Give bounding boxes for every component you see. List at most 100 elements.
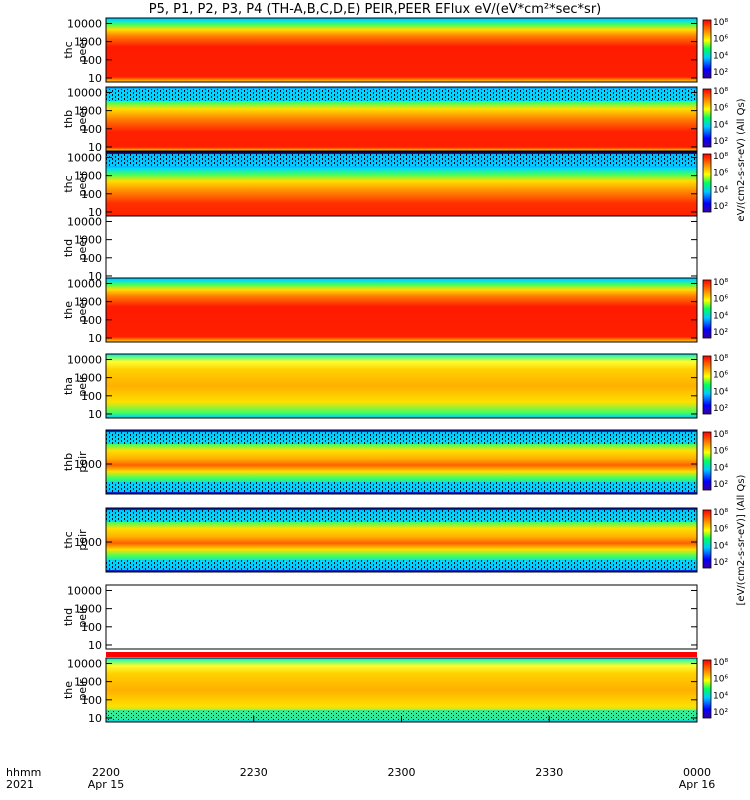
colorbar-tick-label: 10² xyxy=(713,202,728,212)
colorbar-tick-label: 10⁸ xyxy=(713,508,728,518)
y-tick-label: 100 xyxy=(81,123,102,136)
colorbar-tick-label: 10⁴ xyxy=(713,541,728,551)
colorbar-tick-label: 10⁴ xyxy=(713,120,728,130)
colorbar xyxy=(702,355,712,415)
y-tick-label: 100 xyxy=(81,314,102,327)
panel-thb-peer: 10 100 1000 10000 thb peer 10² 10⁴ 10⁶ 10⁸ xyxy=(62,86,728,154)
y-tick-label: 100 xyxy=(81,621,102,634)
y-tick-label: 100 xyxy=(81,694,102,707)
colorbar-tick-label: 10⁶ xyxy=(713,295,728,305)
colorbar-tick-label: 10² xyxy=(713,328,728,338)
panel-label-product: peir xyxy=(76,529,89,551)
panel-the-peer: 10 100 1000 10000 the peer 10² 10⁴ 10⁶ 10⁸ xyxy=(62,277,728,345)
y-tick-label: 1000 xyxy=(74,105,102,118)
panel-label-probe: the xyxy=(62,301,75,319)
colorbar-label-peer: eV/(cm2-s-sr-eV) (All Qs) xyxy=(736,98,747,221)
y-tick-label: 10 xyxy=(88,206,102,219)
y-tick-label: 10000 xyxy=(67,353,102,366)
panel-label-probe: tha xyxy=(62,377,75,395)
panel-frame xyxy=(105,353,698,419)
colorbar-tick-label: 10⁸ xyxy=(713,278,728,288)
panel-frame xyxy=(105,215,698,281)
y-tick-label: 100 xyxy=(81,54,102,67)
colorbar-label-peir: [eV/(cm2-s-sr-eV)] (All Qs) xyxy=(736,474,747,605)
y-tick-label: 10 xyxy=(88,639,102,652)
colorbar-tick-label: 10⁸ xyxy=(713,152,728,162)
colorbar xyxy=(702,431,712,491)
colorbar-tick-label: 10⁶ xyxy=(713,104,728,114)
colorbar xyxy=(702,153,712,213)
colorbar-tick-label: 10⁴ xyxy=(713,387,728,397)
colorbar-tick-label: 10² xyxy=(713,404,728,414)
x-tick-label-time: 0000 xyxy=(683,766,711,779)
y-tick-label: 10000 xyxy=(67,86,102,99)
figure-title: P5, P1, P2, P3, P4 (TH-A,B,C,D,E) PEIR,P… xyxy=(149,2,602,17)
panel-frame xyxy=(105,86,698,152)
y-tick-label: 1000 xyxy=(74,603,102,616)
panel-thd-peer: 10 100 1000 10000 thd peer xyxy=(62,215,698,288)
noise-band xyxy=(106,89,697,101)
panel-label-probe: thc xyxy=(62,41,75,58)
panel-label-probe: the xyxy=(62,681,75,699)
y-tick-label: 10000 xyxy=(67,17,102,30)
colorbar-tick-label: 10⁸ xyxy=(713,354,728,364)
colorbar-tick-label: 10⁸ xyxy=(713,430,728,440)
panel-label-product: peir xyxy=(76,679,89,701)
colorbar-tick-label: 10² xyxy=(713,68,728,78)
colorbar-tick-label: 10⁴ xyxy=(713,463,728,473)
y-tick-label: 10000 xyxy=(67,584,102,597)
panel-label-product: peer xyxy=(76,171,89,197)
y-tick-label: 1000 xyxy=(74,536,102,549)
panel-frame xyxy=(105,507,698,573)
panel-frame xyxy=(105,429,698,495)
noise-band xyxy=(106,482,697,492)
x-tick-label-time: 2200 xyxy=(92,766,120,779)
panel-frame xyxy=(105,584,698,650)
y-tick-label: 1000 xyxy=(74,170,102,183)
panel-label-product: peer xyxy=(76,235,89,261)
y-tick-label: 1000 xyxy=(74,458,102,471)
colorbar xyxy=(702,88,712,148)
x-tick-label-date: Apr 15 xyxy=(88,778,125,791)
colorbar xyxy=(702,279,712,339)
time-axis-row-label-hhmm: hhmm xyxy=(6,766,41,779)
y-tick-label: 1000 xyxy=(74,36,102,49)
y-tick-label: 100 xyxy=(81,390,102,403)
colorbar-tick-label: 10⁶ xyxy=(713,169,728,179)
noise-band xyxy=(106,154,697,166)
panel-the-peir: 10 100 1000 10000 the peir 10² 10⁴ 10⁶ 10⁸ xyxy=(62,657,728,725)
spectrogram-fill xyxy=(106,18,697,82)
y-tick-label: 1000 xyxy=(74,372,102,385)
panel-label-product: peer xyxy=(76,37,89,63)
colorbar-tick-label: 10⁴ xyxy=(713,691,728,701)
panel-label-probe: thc xyxy=(62,175,75,192)
y-tick-label: 10 xyxy=(88,72,102,85)
colorbar-tick-label: 10⁸ xyxy=(713,18,728,28)
colorbar-tick-label: 10⁴ xyxy=(713,185,728,195)
y-tick-label: 1000 xyxy=(74,676,102,689)
colorbar xyxy=(702,19,712,79)
colorbar xyxy=(702,659,712,719)
noise-band xyxy=(106,710,697,720)
colorbar-tick-label: 10⁸ xyxy=(713,658,728,668)
y-tick-label: 10 xyxy=(88,270,102,283)
colorbar xyxy=(702,509,712,569)
panel-label-product: peir xyxy=(76,606,89,628)
noise-band xyxy=(106,432,697,444)
time-axis-row-label-year: 2021 xyxy=(6,778,34,791)
colorbar-tick-label: 10⁶ xyxy=(713,35,728,45)
panel-frame xyxy=(105,277,698,343)
y-tick-label: 10000 xyxy=(67,277,102,290)
colorbar-tick-label: 10⁶ xyxy=(713,525,728,535)
colorbar-tick-label: 10² xyxy=(713,137,728,147)
y-tick-label: 10000 xyxy=(67,151,102,164)
noise-band xyxy=(106,560,697,570)
panel-label-probe: thd xyxy=(62,608,75,626)
y-tick-label: 10000 xyxy=(67,215,102,228)
y-tick-label: 10 xyxy=(88,712,102,725)
panel-label-product: peir xyxy=(76,451,89,473)
spectrogram-fill xyxy=(106,278,697,342)
